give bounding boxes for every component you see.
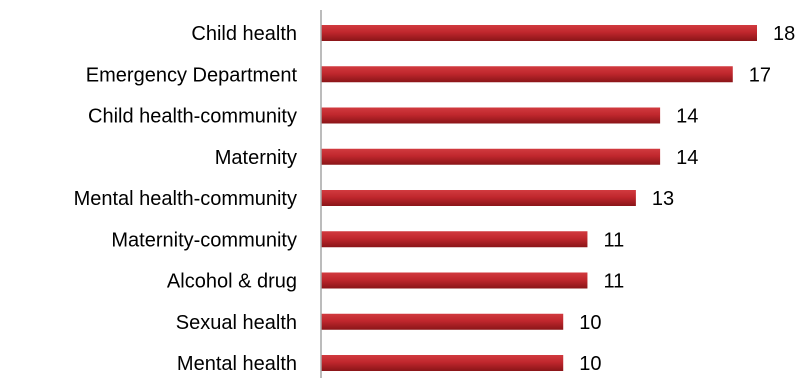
category-label: Sexual health [176, 312, 297, 334]
category-label: Emergency Department [86, 64, 298, 86]
data-label: 11 [603, 271, 624, 293]
category-label: Mental health-community [74, 188, 297, 210]
bar [321, 107, 661, 124]
bar [321, 25, 757, 41]
data-label: 11 [603, 229, 624, 251]
bar [321, 272, 588, 289]
category-label: Maternity-community [111, 229, 297, 251]
bar [321, 148, 661, 165]
data-label: 14 [676, 106, 698, 128]
category-label: Child health-community [88, 106, 297, 128]
data-label: 18 [773, 23, 795, 45]
bar [321, 66, 733, 83]
category-label: Alcohol & drug [167, 271, 297, 293]
category-label: Maternity [215, 147, 297, 169]
bars [321, 25, 757, 371]
bar [321, 313, 564, 330]
category-label: Child health [191, 23, 297, 45]
data-label: 14 [676, 147, 698, 169]
data-label: 10 [579, 312, 601, 334]
data-label: 10 [579, 353, 601, 375]
category-labels: Child health Emergency Department Child he… [74, 23, 298, 375]
data-label: 17 [749, 64, 771, 86]
bar [321, 355, 564, 371]
bar [321, 190, 636, 206]
category-label: Mental health [177, 353, 297, 375]
bar [321, 231, 588, 248]
data-label: 13 [652, 188, 674, 210]
